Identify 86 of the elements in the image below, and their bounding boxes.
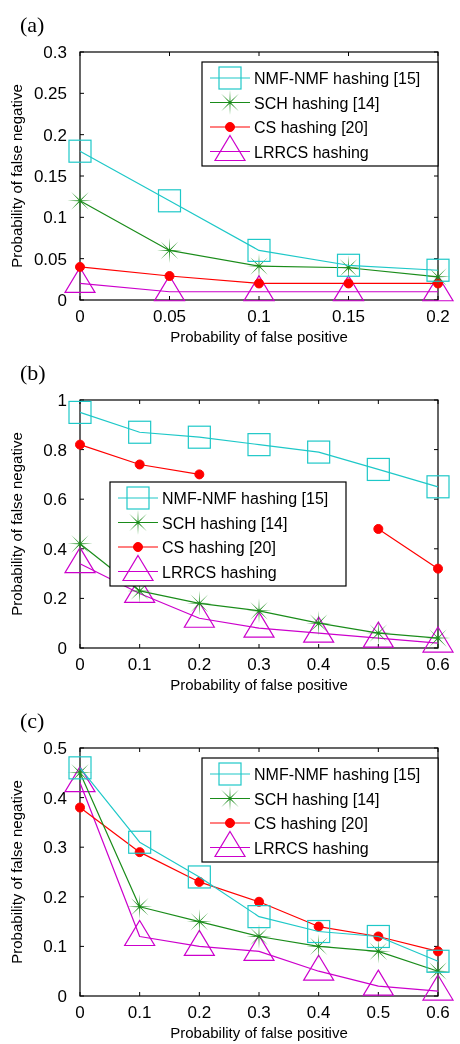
point xyxy=(75,802,85,813)
point xyxy=(247,238,271,262)
point xyxy=(373,523,384,534)
point xyxy=(134,459,145,470)
point xyxy=(426,475,450,499)
legend-label: LRRCS hashing xyxy=(254,839,369,857)
x-tick-label: 0.5 xyxy=(366,655,391,674)
point xyxy=(247,433,271,457)
point xyxy=(75,439,85,450)
point xyxy=(128,830,152,854)
x-tick-label: 0.4 xyxy=(306,1003,331,1022)
x-axis-title: Probability of false positive xyxy=(170,676,348,693)
point xyxy=(187,425,211,449)
x-tick-label: 0.5 xyxy=(366,1003,391,1022)
legend-label: NMF-NMF hashing [15] xyxy=(254,766,421,783)
point xyxy=(157,189,182,213)
legend-label: NMF-NMF hashing [15] xyxy=(254,70,421,87)
y-tick-label: 0.4 xyxy=(43,788,67,808)
x-tick-label: 0.6 xyxy=(426,655,450,674)
point xyxy=(157,237,182,263)
point xyxy=(433,563,443,574)
point xyxy=(128,420,152,444)
x-tick-label: 0 xyxy=(75,307,85,326)
point xyxy=(75,261,85,272)
point xyxy=(68,139,92,163)
point xyxy=(187,865,211,889)
legend-label: NMF-NMF hashing [15] xyxy=(162,490,329,507)
legend-label: LRRCS hashing xyxy=(162,563,277,581)
x-axis-title: Probability of false positive xyxy=(170,328,348,345)
y-tick-label: 0.1 xyxy=(43,937,67,957)
x-tick-label: 0.1 xyxy=(127,1003,152,1022)
point xyxy=(366,924,390,949)
legend-label: CS hashing [20] xyxy=(254,815,368,832)
y-tick-label: 0.3 xyxy=(43,838,67,858)
x-tick-label: 0.3 xyxy=(247,655,271,674)
y-tick-label: 0.2 xyxy=(43,589,67,609)
y-tick-label: 1 xyxy=(57,391,67,410)
y-tick-label: 0 xyxy=(57,291,67,310)
point xyxy=(164,271,175,282)
point xyxy=(68,400,92,424)
y-tick-label: 0.15 xyxy=(33,167,67,186)
point xyxy=(247,905,271,929)
y-axis-title: Probability of false negative xyxy=(8,780,25,964)
chart-title: (b) xyxy=(20,360,46,385)
y-tick-label: 0.3 xyxy=(43,43,67,62)
legend-label: SCH hashing [14] xyxy=(162,514,288,532)
x-tick-label: 0.2 xyxy=(426,307,450,326)
x-tick-label: 0.6 xyxy=(426,1003,450,1022)
x-tick-label: 0 xyxy=(75,655,85,674)
chart-title: (c) xyxy=(20,708,45,733)
y-tick-label: 0.2 xyxy=(43,887,67,907)
point xyxy=(194,469,205,480)
y-tick-label: 0.5 xyxy=(43,739,67,758)
x-tick-label: 0.2 xyxy=(187,1003,212,1022)
x-tick-label: 0.4 xyxy=(306,655,331,674)
y-tick-label: 0.6 xyxy=(43,490,67,510)
point xyxy=(426,258,450,282)
point xyxy=(254,896,264,907)
legend-label: SCH hashing [14] xyxy=(254,94,380,112)
point xyxy=(307,440,331,464)
point xyxy=(307,919,331,944)
x-axis-title: Probability of false positive xyxy=(170,1024,348,1041)
x-tick-label: 0.05 xyxy=(152,307,187,326)
y-tick-label: 0.2 xyxy=(43,125,67,145)
y-tick-label: 0.4 xyxy=(43,539,67,559)
x-tick-label: 0.1 xyxy=(127,655,152,674)
y-tick-label: 0.8 xyxy=(43,440,67,460)
legend-label: LRRCS hashing xyxy=(254,143,369,161)
x-tick-label: 0.3 xyxy=(247,1003,271,1022)
legend-label: SCH hashing [14] xyxy=(254,790,380,808)
x-tick-label: 0 xyxy=(75,1003,85,1022)
y-tick-label: 0.1 xyxy=(43,208,67,228)
legend-label: CS hashing [20] xyxy=(162,539,276,556)
y-tick-label: 0.25 xyxy=(33,84,67,104)
x-tick-label: 0.15 xyxy=(331,307,366,326)
y-tick-label: 0 xyxy=(57,639,67,658)
chart-title: (a) xyxy=(20,12,45,37)
x-tick-label: 0.2 xyxy=(187,655,212,674)
x-tick-label: 0.1 xyxy=(247,307,271,326)
y-axis-title: Probability of false negative xyxy=(8,84,25,268)
point xyxy=(366,457,390,482)
y-tick-label: 0 xyxy=(57,987,67,1006)
y-tick-label: 0.05 xyxy=(33,249,67,269)
point xyxy=(426,949,450,973)
y-axis-title: Probability of false negative xyxy=(8,432,25,616)
legend-label: CS hashing [20] xyxy=(254,119,368,136)
